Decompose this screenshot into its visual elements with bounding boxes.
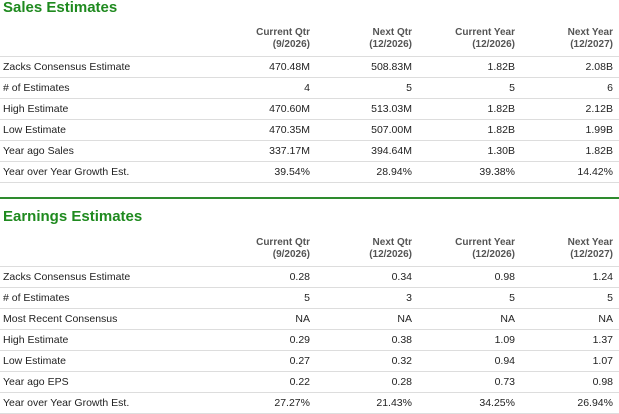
- section-divider: [0, 197, 619, 199]
- cell-value: 1.09: [418, 329, 521, 351]
- sales-header-next-qtr: Next Qtr (12/2026): [316, 27, 418, 57]
- cell-value: 5: [521, 287, 619, 309]
- cell-value: 0.28: [316, 371, 418, 393]
- row-label: # of Estimates: [0, 77, 210, 99]
- sales-header-current-qtr: Current Qtr (9/2026): [210, 27, 316, 57]
- table-row: Zacks Consensus Estimate 470.48M 508.83M…: [0, 56, 619, 78]
- cell-value: NA: [210, 308, 316, 330]
- cell-value: 0.38: [316, 329, 418, 351]
- row-label: High Estimate: [0, 329, 210, 351]
- sales-estimates-title: Sales Estimates: [3, 0, 118, 16]
- row-label: Low Estimate: [0, 119, 210, 141]
- cell-value: 2.12B: [521, 98, 619, 120]
- table-row: Low Estimate 470.35M 507.00M 1.82B 1.99B: [0, 119, 619, 141]
- cell-value: 1.24: [521, 266, 619, 288]
- table-row: High Estimate 470.60M 513.03M 1.82B 2.12…: [0, 98, 619, 120]
- cell-value: 0.98: [418, 266, 521, 288]
- cell-value: 1.30B: [418, 140, 521, 162]
- cell-value: 5: [316, 77, 418, 99]
- row-label: High Estimate: [0, 98, 210, 120]
- row-label: Year over Year Growth Est.: [0, 392, 210, 414]
- table-row: Zacks Consensus Estimate 0.28 0.34 0.98 …: [0, 266, 619, 288]
- sales-estimates-table: Current Qtr (9/2026) Next Qtr (12/2026) Cu…: [0, 27, 619, 183]
- cell-value: 0.34: [316, 266, 418, 288]
- sales-header-label: [0, 27, 210, 57]
- cell-value: 1.82B: [418, 98, 521, 120]
- sales-header-current-year: Current Year (12/2026): [418, 27, 521, 57]
- cell-value: 470.48M: [210, 56, 316, 78]
- cell-value: 1.37: [521, 329, 619, 351]
- cell-value: 1.82B: [418, 56, 521, 78]
- cell-value: 470.35M: [210, 119, 316, 141]
- earnings-header-label: [0, 237, 210, 267]
- sales-header-row: Current Qtr (9/2026) Next Qtr (12/2026) Cu…: [0, 27, 619, 57]
- sales-header-next-year: Next Year (12/2027): [521, 27, 619, 57]
- earnings-header-next-qtr: Next Qtr (12/2026): [316, 237, 418, 267]
- cell-value: 21.43%: [316, 392, 418, 414]
- cell-value: 28.94%: [316, 161, 418, 183]
- table-row: Year ago Sales 337.17M 394.64M 1.30B 1.8…: [0, 140, 619, 162]
- cell-value: 2.08B: [521, 56, 619, 78]
- cell-value: 508.83M: [316, 56, 418, 78]
- cell-value: 0.73: [418, 371, 521, 393]
- table-row: Low Estimate 0.27 0.32 0.94 1.07: [0, 350, 619, 372]
- row-label: Zacks Consensus Estimate: [0, 56, 210, 78]
- earnings-header-next-year: Next Year (12/2027): [521, 237, 619, 267]
- row-label: Year ago EPS: [0, 371, 210, 393]
- cell-value: 26.94%: [521, 392, 619, 414]
- cell-value: 3: [316, 287, 418, 309]
- cell-value: 1.82B: [418, 119, 521, 141]
- row-label: Year ago Sales: [0, 140, 210, 162]
- cell-value: 5: [418, 287, 521, 309]
- cell-value: 513.03M: [316, 98, 418, 120]
- cell-value: 394.64M: [316, 140, 418, 162]
- table-row: Year over Year Growth Est. 39.54% 28.94%…: [0, 161, 619, 183]
- cell-value: 4: [210, 77, 316, 99]
- earnings-estimates-title: Earnings Estimates: [3, 208, 143, 225]
- row-label: Most Recent Consensus: [0, 308, 210, 330]
- cell-value: 337.17M: [210, 140, 316, 162]
- cell-value: 6: [521, 77, 619, 99]
- cell-value: 0.98: [521, 371, 619, 393]
- cell-value: 34.25%: [418, 392, 521, 414]
- cell-value: 27.27%: [210, 392, 316, 414]
- earnings-header-row: Current Qtr (9/2026) Next Qtr (12/2026) Cu…: [0, 237, 619, 267]
- earnings-estimates-table: Current Qtr (9/2026) Next Qtr (12/2026) Cu…: [0, 237, 619, 414]
- cell-value: 0.94: [418, 350, 521, 372]
- table-row: # of Estimates 4 5 5 6: [0, 77, 619, 99]
- cell-value: 0.29: [210, 329, 316, 351]
- cell-value: 0.32: [316, 350, 418, 372]
- table-row: # of Estimates 5 3 5 5: [0, 287, 619, 309]
- cell-value: NA: [316, 308, 418, 330]
- cell-value: NA: [418, 308, 521, 330]
- cell-value: 1.82B: [521, 140, 619, 162]
- row-label: Zacks Consensus Estimate: [0, 266, 210, 288]
- cell-value: 470.60M: [210, 98, 316, 120]
- cell-value: 39.38%: [418, 161, 521, 183]
- row-label: Year over Year Growth Est.: [0, 161, 210, 183]
- cell-value: 5: [210, 287, 316, 309]
- cell-value: 14.42%: [521, 161, 619, 183]
- cell-value: 1.99B: [521, 119, 619, 141]
- table-row: Year ago EPS 0.22 0.28 0.73 0.98: [0, 371, 619, 393]
- cell-value: 507.00M: [316, 119, 418, 141]
- cell-value: 0.28: [210, 266, 316, 288]
- row-label: Low Estimate: [0, 350, 210, 372]
- cell-value: 0.27: [210, 350, 316, 372]
- cell-value: 39.54%: [210, 161, 316, 183]
- row-label: # of Estimates: [0, 287, 210, 309]
- cell-value: 5: [418, 77, 521, 99]
- table-row: Most Recent Consensus NA NA NA NA: [0, 308, 619, 330]
- cell-value: 1.07: [521, 350, 619, 372]
- earnings-header-current-qtr: Current Qtr (9/2026): [210, 237, 316, 267]
- earnings-header-current-year: Current Year (12/2026): [418, 237, 521, 267]
- cell-value: 0.22: [210, 371, 316, 393]
- table-row: High Estimate 0.29 0.38 1.09 1.37: [0, 329, 619, 351]
- cell-value: NA: [521, 308, 619, 330]
- table-row: Year over Year Growth Est. 27.27% 21.43%…: [0, 392, 619, 414]
